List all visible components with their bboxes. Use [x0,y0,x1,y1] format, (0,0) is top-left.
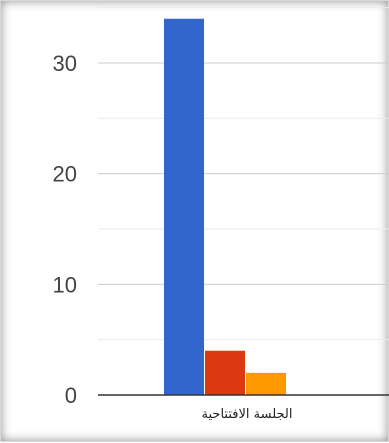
grid-lines [98,7,389,341]
bar-series-1 [164,18,204,395]
y-tick-label: 10 [53,272,77,297]
y-axis-ticks: 0 10 20 30 [53,51,77,408]
x-axis-categories: الجلسة الافتتاحية [202,407,293,422]
bars [164,18,286,395]
y-tick-label: 0 [65,383,77,408]
y-tick-label: 30 [53,51,77,76]
bar-series-2 [205,350,245,395]
x-category-label: الجلسة الافتتاحية [202,407,293,422]
bar-series-3 [246,372,286,395]
y-tick-label: 20 [53,162,77,187]
